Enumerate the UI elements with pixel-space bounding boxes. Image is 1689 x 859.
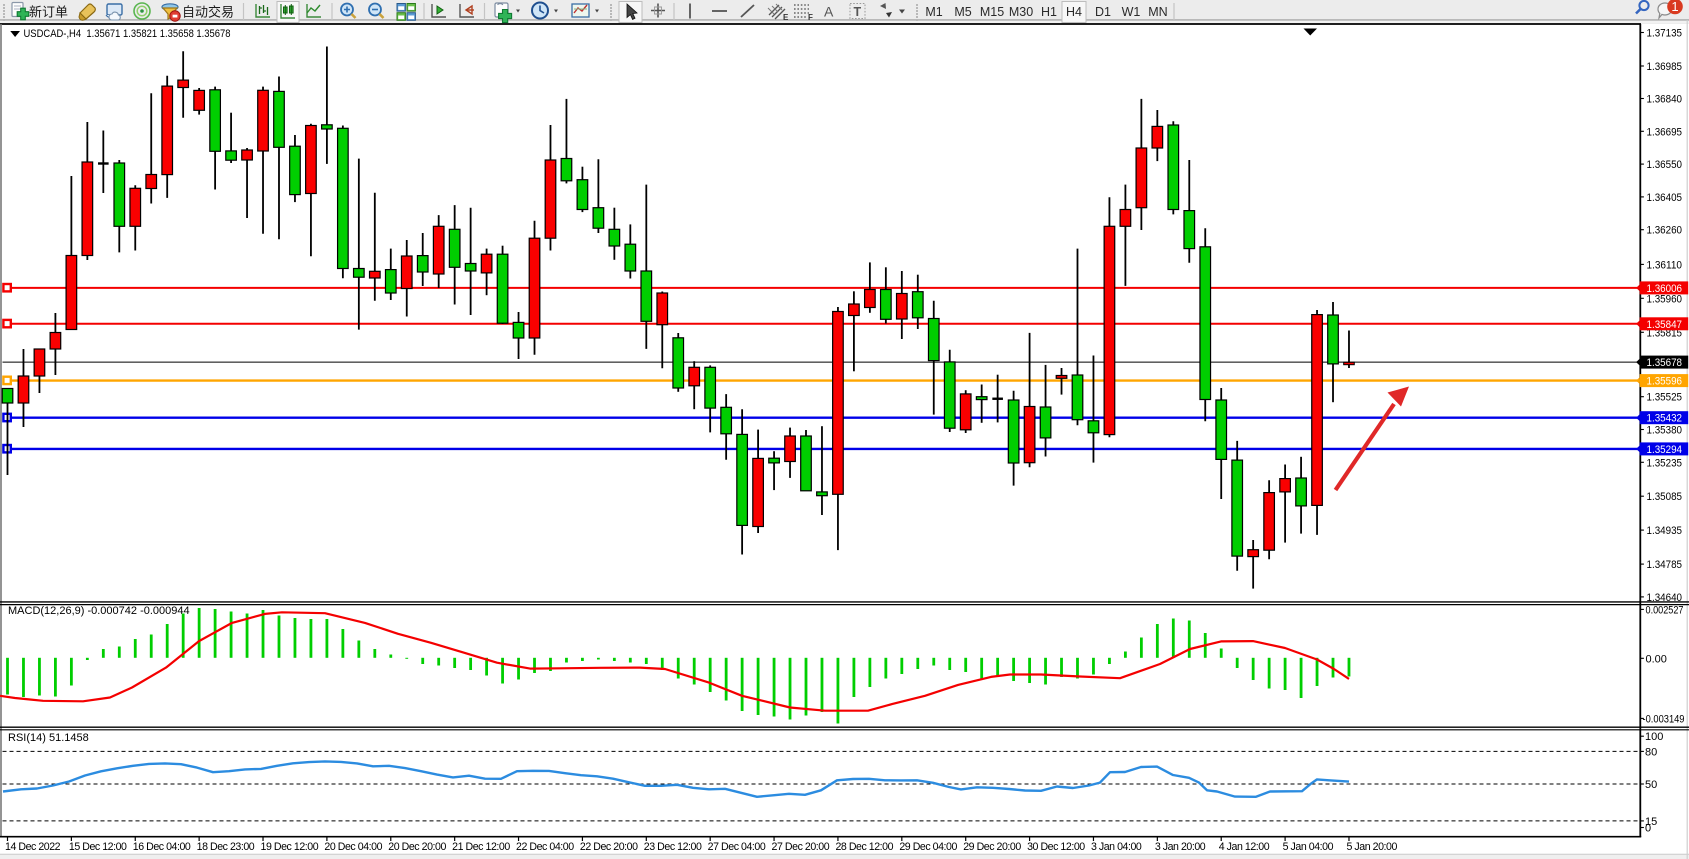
- svg-text:27 Dec 20:00: 27 Dec 20:00: [772, 841, 830, 853]
- svg-text:W1: W1: [1122, 5, 1141, 19]
- svg-text:21 Dec 12:00: 21 Dec 12:00: [452, 841, 510, 853]
- svg-text:1.34640: 1.34640: [1647, 592, 1683, 604]
- svg-text:D1: D1: [1095, 5, 1111, 19]
- svg-text:1.36110: 1.36110: [1647, 259, 1683, 271]
- svg-text:5 Jan 20:00: 5 Jan 20:00: [1346, 841, 1397, 853]
- svg-text:自动交易: 自动交易: [182, 5, 234, 20]
- svg-text:23 Dec 12:00: 23 Dec 12:00: [644, 841, 702, 853]
- svg-text:0.00: 0.00: [1646, 653, 1667, 665]
- svg-text:22 Dec 04:00: 22 Dec 04:00: [516, 841, 574, 853]
- svg-text:29 Dec 04:00: 29 Dec 04:00: [899, 841, 957, 853]
- svg-text:29 Dec 20:00: 29 Dec 20:00: [963, 841, 1021, 853]
- svg-text:MN: MN: [1148, 5, 1167, 19]
- svg-text:1.34785: 1.34785: [1647, 559, 1683, 571]
- svg-text:1.35847: 1.35847: [1647, 319, 1683, 331]
- svg-text:15 Dec 12:00: 15 Dec 12:00: [69, 841, 127, 853]
- svg-text:1.35380: 1.35380: [1647, 425, 1683, 437]
- svg-text:1.35085: 1.35085: [1647, 491, 1683, 503]
- svg-text:M30: M30: [1009, 5, 1033, 19]
- svg-text:H1: H1: [1041, 5, 1057, 19]
- svg-text:22 Dec 20:00: 22 Dec 20:00: [580, 841, 638, 853]
- svg-text:1: 1: [1671, 0, 1678, 14]
- svg-text:1.35678: 1.35678: [1647, 357, 1683, 369]
- svg-text:新订单: 新订单: [29, 5, 68, 20]
- svg-text:1.36695: 1.36695: [1647, 126, 1683, 138]
- svg-text:1.35596: 1.35596: [1647, 376, 1683, 388]
- svg-text:50: 50: [1645, 779, 1657, 791]
- svg-text:1.37135: 1.37135: [1647, 28, 1683, 40]
- svg-text:F: F: [808, 13, 813, 22]
- svg-text:MACD(12,26,9) -0.000742 -0.000: MACD(12,26,9) -0.000742 -0.000944: [8, 605, 190, 617]
- svg-text:USDCAD-,H4 1.35671 1.35821 1.: USDCAD-,H4 1.35671 1.35821 1.35658 1.356…: [24, 28, 231, 40]
- svg-text:4 Jan 12:00: 4 Jan 12:00: [1219, 841, 1270, 853]
- svg-text:100: 100: [1645, 731, 1663, 743]
- svg-text:15: 15: [1645, 816, 1657, 828]
- svg-text:1.35432: 1.35432: [1647, 413, 1683, 425]
- svg-text:14 Dec 2022: 14 Dec 2022: [5, 841, 61, 853]
- svg-text:27 Dec 04:00: 27 Dec 04:00: [708, 841, 766, 853]
- svg-text:1.36985: 1.36985: [1647, 61, 1683, 73]
- svg-text:1.34935: 1.34935: [1647, 525, 1683, 537]
- svg-text:19 Dec 12:00: 19 Dec 12:00: [261, 841, 319, 853]
- svg-text:A: A: [824, 4, 834, 20]
- svg-text:E: E: [783, 13, 789, 22]
- svg-text:RSI(14) 51.1458: RSI(14) 51.1458: [8, 732, 89, 744]
- svg-text:20 Dec 04:00: 20 Dec 04:00: [324, 841, 382, 853]
- svg-text:1.35294: 1.35294: [1647, 444, 1683, 456]
- svg-text:1.36405: 1.36405: [1647, 192, 1683, 204]
- svg-text:M15: M15: [980, 5, 1004, 19]
- svg-text:H4: H4: [1066, 5, 1082, 19]
- svg-text:M5: M5: [954, 5, 971, 19]
- svg-text:20 Dec 20:00: 20 Dec 20:00: [388, 841, 446, 853]
- svg-text:1.35235: 1.35235: [1647, 457, 1683, 469]
- svg-text:16 Dec 04:00: 16 Dec 04:00: [133, 841, 191, 853]
- svg-text:1.35525: 1.35525: [1647, 392, 1683, 404]
- svg-text:80: 80: [1645, 746, 1657, 758]
- svg-text:T: T: [854, 5, 862, 19]
- svg-text:-0.003149: -0.003149: [1643, 713, 1685, 725]
- svg-text:0.002527: 0.002527: [1646, 604, 1684, 616]
- svg-text:18 Dec 23:00: 18 Dec 23:00: [197, 841, 255, 853]
- svg-text:0: 0: [1645, 823, 1651, 835]
- svg-text:1.36260: 1.36260: [1647, 225, 1683, 237]
- svg-text:3 Jan 20:00: 3 Jan 20:00: [1155, 841, 1206, 853]
- svg-text:1.36840: 1.36840: [1647, 94, 1683, 106]
- svg-text:5 Jan 04:00: 5 Jan 04:00: [1283, 841, 1334, 853]
- svg-text:3 Jan 04:00: 3 Jan 04:00: [1091, 841, 1142, 853]
- svg-text:1.36550: 1.36550: [1647, 159, 1683, 171]
- svg-text:M1: M1: [925, 5, 942, 19]
- svg-text:30 Dec 12:00: 30 Dec 12:00: [1027, 841, 1085, 853]
- svg-text:28 Dec 12:00: 28 Dec 12:00: [835, 841, 893, 853]
- svg-text:1.35960: 1.35960: [1647, 293, 1683, 305]
- svg-text:1.36006: 1.36006: [1647, 283, 1683, 295]
